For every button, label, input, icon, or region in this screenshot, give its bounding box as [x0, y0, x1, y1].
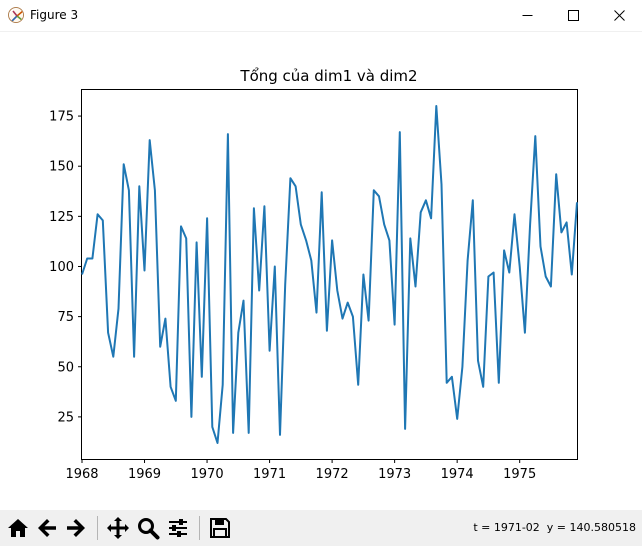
toolbar-separator — [199, 516, 200, 540]
chart-title: Tổng của dim1 và dim2 — [239, 67, 417, 85]
y-tick-label: 75 — [57, 310, 74, 325]
navigation-toolbar: t = 1971-02 y = 140.580518 — [0, 510, 642, 546]
close-button[interactable] — [596, 0, 642, 31]
x-tick-label: 1970 — [191, 467, 224, 482]
close-icon — [613, 10, 625, 21]
maximize-icon — [567, 10, 579, 21]
forward-icon — [67, 519, 85, 537]
zoom-icon — [138, 518, 160, 540]
toolbar-separator — [97, 516, 98, 540]
configure-subplots-button[interactable] — [165, 515, 191, 541]
x-tick-label: 1969 — [128, 467, 161, 482]
line-chart: Tổng của dim1 và dim2 1968 1969 1970 1971 19… — [49, 67, 578, 482]
cursor-coordinates: t = 1971-02 y = 140.580518 — [473, 521, 636, 534]
data-series-line — [81, 105, 578, 444]
home-button[interactable] — [5, 515, 31, 541]
y-tick-label: 125 — [49, 210, 74, 225]
back-button[interactable] — [34, 515, 60, 541]
x-tick-label: 1975 — [503, 467, 536, 482]
x-tick-label: 1971 — [253, 467, 286, 482]
y-tick-label: 50 — [57, 360, 74, 375]
figure-canvas[interactable]: Tổng của dim1 và dim2 1968 1969 1970 1971 19… — [0, 32, 642, 510]
pan-icon — [107, 517, 129, 539]
minimize-icon — [522, 15, 532, 16]
maximize-button[interactable] — [550, 0, 596, 31]
x-tick-label: 1968 — [65, 467, 98, 482]
window-titlebar: Figure 3 — [0, 0, 642, 32]
y-tick-label: 25 — [57, 410, 74, 425]
matplotlib-figure-icon — [8, 7, 24, 23]
y-tick-label: 175 — [49, 110, 74, 125]
zoom-button[interactable] — [135, 515, 161, 541]
x-tick-label: 1973 — [378, 467, 411, 482]
window-title: Figure 3 — [30, 8, 79, 22]
minimize-button[interactable] — [504, 0, 550, 31]
y-tick-label: 100 — [49, 260, 74, 275]
x-tick-label: 1974 — [441, 467, 474, 482]
save-icon — [210, 518, 230, 538]
save-button[interactable] — [207, 515, 233, 541]
x-tick-label: 1972 — [316, 467, 349, 482]
configure-subplots-icon — [169, 519, 187, 537]
back-icon — [38, 519, 56, 537]
forward-button[interactable] — [63, 515, 89, 541]
home-icon — [8, 519, 28, 537]
y-tick-label: 150 — [49, 160, 74, 175]
pan-button[interactable] — [105, 515, 131, 541]
